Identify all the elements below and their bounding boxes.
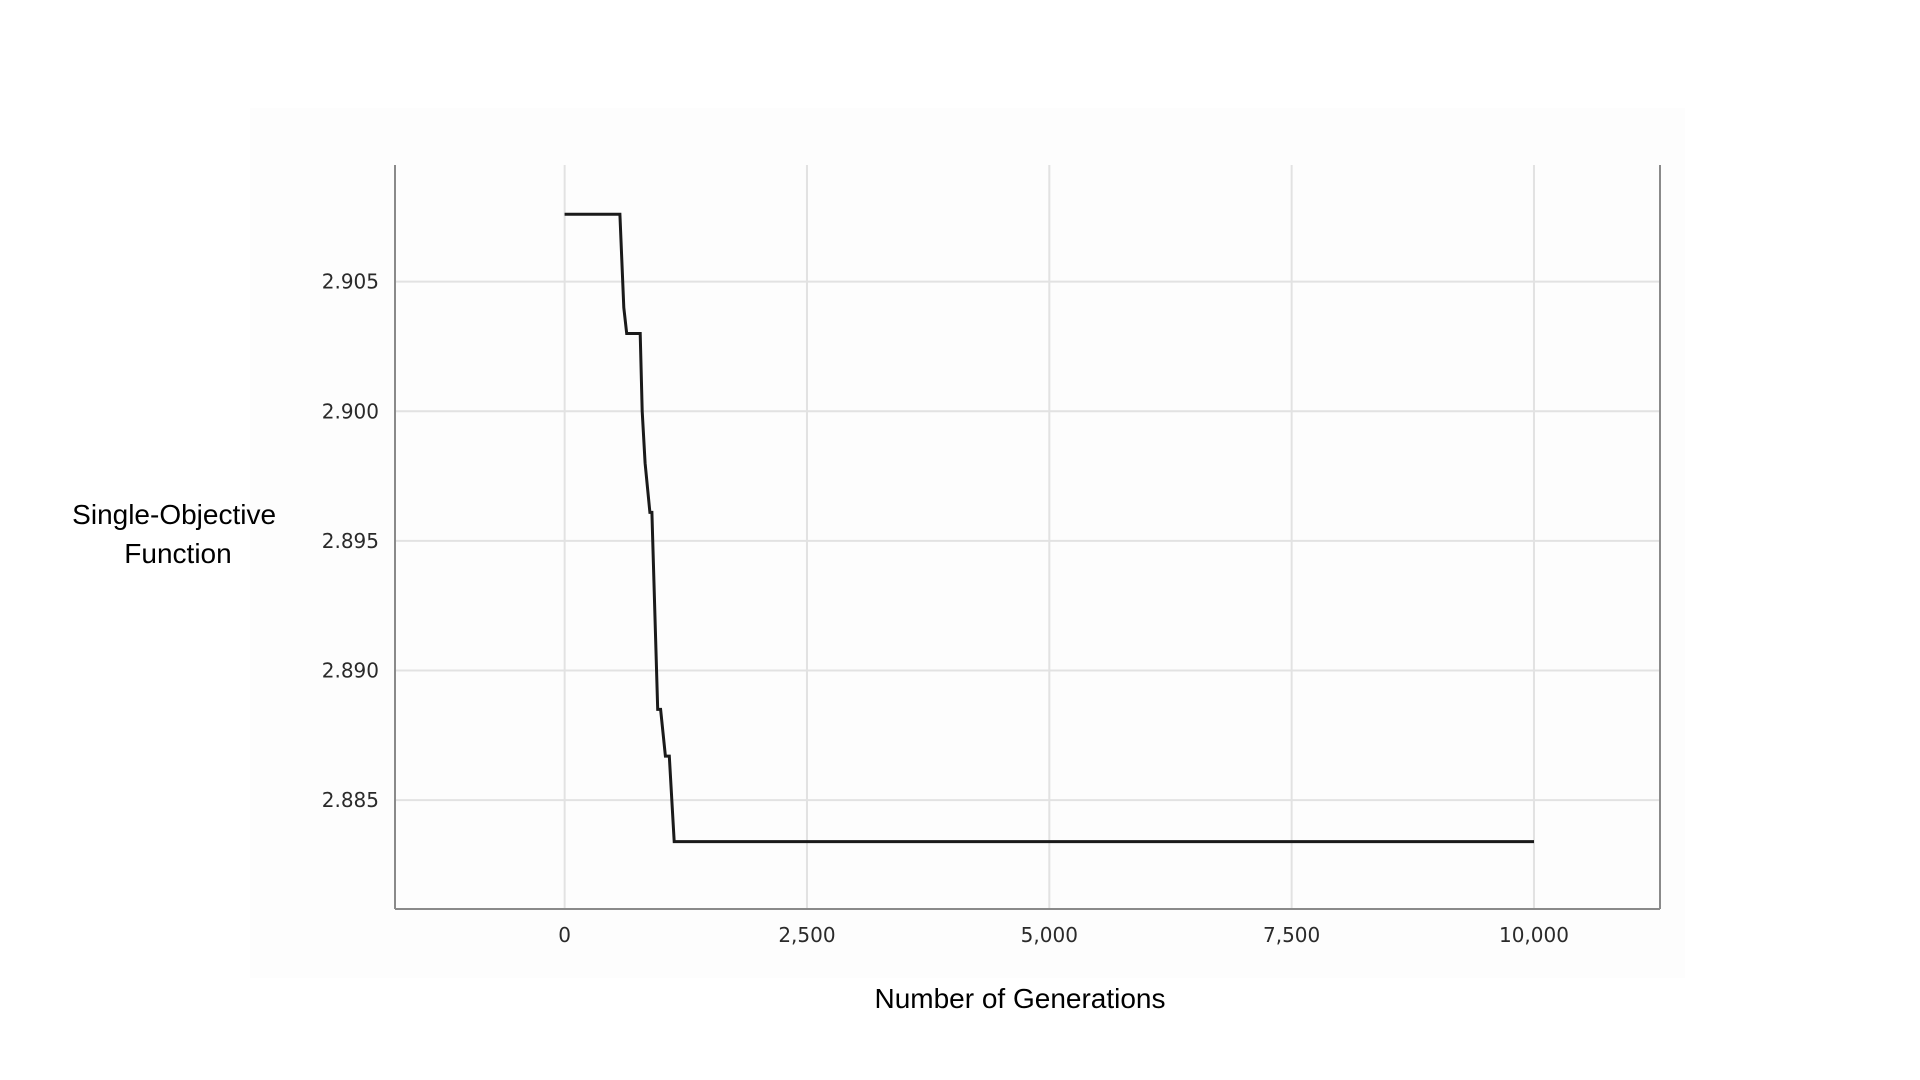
x-tick-label: 0: [558, 923, 571, 947]
series-line: [564, 212, 1534, 844]
plot-panel-background: [250, 108, 1685, 978]
x-tick-label: 10,000: [1499, 923, 1569, 947]
y-tick-label: 2.890: [322, 659, 379, 683]
y-axis-title: Single-Objective Function: [72, 499, 284, 569]
y-tick-label: 2.895: [322, 529, 379, 553]
x-tick-label: 7,500: [1263, 923, 1320, 947]
x-axis-title: Number of Generations: [874, 983, 1165, 1014]
y-axis-title-line-2: Function: [124, 538, 231, 569]
grid: [395, 165, 1660, 909]
x-tick-label: 2,500: [778, 923, 835, 947]
tick-labels: 0 2,500 5,000 7,500 10,000 2.885 2.890 2.895 2.9…: [322, 270, 1569, 947]
series-layer: [564, 212, 1534, 844]
axes: [394, 165, 1661, 910]
x-tick-label: 5,000: [1021, 923, 1078, 947]
y-axis-title-line-1: Single-Objective: [72, 499, 276, 530]
y-tick-label: 2.885: [322, 788, 379, 812]
y-tick-label: 2.900: [322, 399, 379, 423]
y-tick-label: 2.905: [322, 270, 379, 294]
